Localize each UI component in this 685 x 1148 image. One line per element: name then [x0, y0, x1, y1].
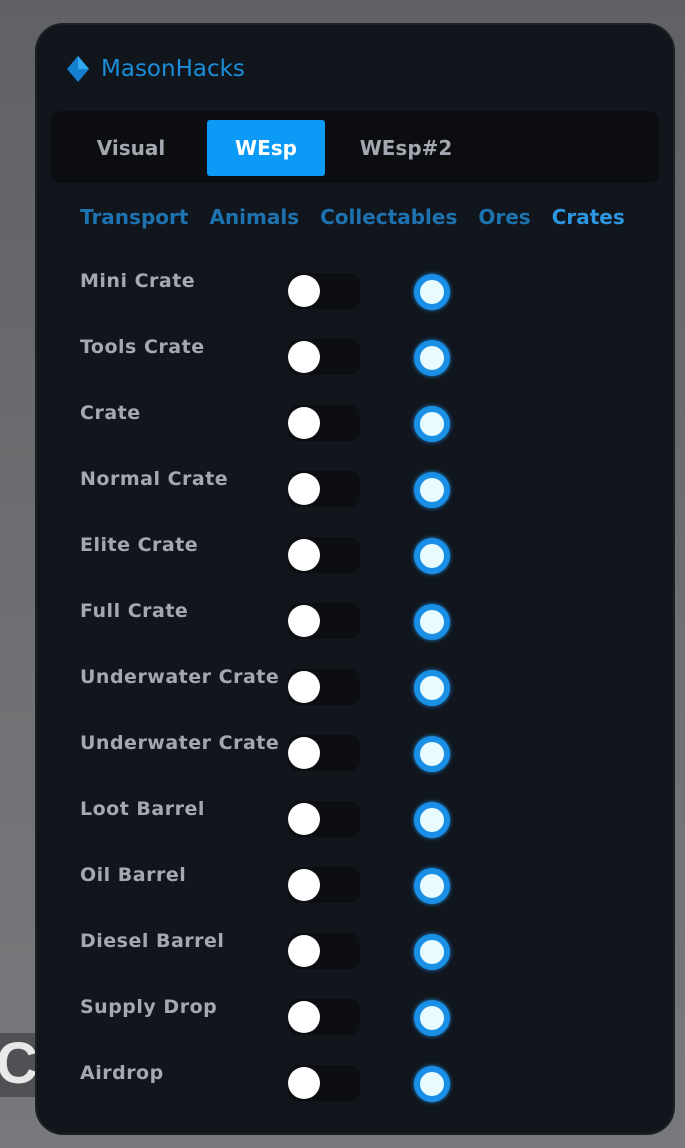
color-radio[interactable]: [414, 340, 450, 376]
tab-wesp[interactable]: WEsp: [207, 120, 325, 176]
subtab-crates[interactable]: Crates: [551, 205, 625, 229]
list-item: Mini Crate: [37, 270, 673, 322]
color-radio[interactable]: [414, 736, 450, 772]
color-radio[interactable]: [414, 538, 450, 574]
item-label: Tools Crate: [80, 336, 205, 358]
toggle-knob[interactable]: [288, 935, 320, 967]
item-label: Diesel Barrel: [80, 930, 225, 952]
item-label: Airdrop: [80, 1062, 164, 1084]
subtab-ores[interactable]: Ores: [478, 205, 531, 229]
list-item: Full Crate: [37, 600, 673, 652]
list-item: Normal Crate: [37, 468, 673, 520]
logo: MasonHacks: [65, 55, 245, 83]
list-item: Diesel Barrel: [37, 930, 673, 982]
list-item: Loot Barrel: [37, 798, 673, 850]
toggle-knob[interactable]: [288, 407, 320, 439]
item-label: Supply Drop: [80, 996, 218, 1018]
subtab-bar: Transport Animals Collectables Ores Crat…: [80, 205, 625, 229]
color-radio[interactable]: [414, 472, 450, 508]
toggle-knob[interactable]: [288, 671, 320, 703]
toggle-knob[interactable]: [288, 1067, 320, 1099]
color-radio[interactable]: [414, 934, 450, 970]
color-radio[interactable]: [414, 604, 450, 640]
toggle-knob[interactable]: [288, 539, 320, 571]
item-label: Crate: [80, 402, 141, 424]
list-item: Elite Crate: [37, 534, 673, 586]
toggle-knob[interactable]: [288, 803, 320, 835]
item-label: Oil Barrel: [80, 864, 187, 886]
list-item: Underwater Crate: [37, 732, 673, 784]
tab-bar: Visual WEsp WEsp#2: [51, 111, 659, 183]
item-label: Underwater Crate: [80, 732, 280, 754]
item-label: Normal Crate: [80, 468, 229, 490]
app-title: MasonHacks: [101, 56, 245, 82]
list-item: Crate: [37, 402, 673, 454]
color-radio[interactable]: [414, 1066, 450, 1102]
subtab-transport[interactable]: Transport: [80, 205, 189, 229]
toggle-knob[interactable]: [288, 341, 320, 373]
color-radio[interactable]: [414, 670, 450, 706]
item-label: Elite Crate: [80, 534, 199, 556]
item-label: Mini Crate: [80, 270, 196, 292]
item-label: Loot Barrel: [80, 798, 205, 820]
color-radio[interactable]: [414, 802, 450, 838]
subtab-animals[interactable]: Animals: [209, 205, 300, 229]
cheat-menu-panel: MasonHacks Visual WEsp WEsp#2 Transport …: [37, 25, 673, 1133]
list-item: Airdrop: [37, 1062, 673, 1114]
list-item: Tools Crate: [37, 336, 673, 388]
color-radio[interactable]: [414, 1000, 450, 1036]
toggle-knob[interactable]: [288, 605, 320, 637]
color-radio[interactable]: [414, 406, 450, 442]
diamond-logo-icon: [67, 56, 89, 82]
item-label: Full Crate: [80, 600, 189, 622]
subtab-collectables[interactable]: Collectables: [320, 205, 458, 229]
toggle-knob[interactable]: [288, 869, 320, 901]
list-item: Oil Barrel: [37, 864, 673, 916]
toggle-knob[interactable]: [288, 275, 320, 307]
color-radio[interactable]: [414, 868, 450, 904]
toggle-knob[interactable]: [288, 473, 320, 505]
list-item: Underwater Crate: [37, 666, 673, 718]
item-label: Underwater Crate: [80, 666, 280, 688]
tab-wesp2[interactable]: WEsp#2: [359, 136, 453, 160]
tab-visual[interactable]: Visual: [96, 136, 166, 160]
color-radio[interactable]: [414, 274, 450, 310]
toggle-knob[interactable]: [288, 737, 320, 769]
toggle-knob[interactable]: [288, 1001, 320, 1033]
list-item: Supply Drop: [37, 996, 673, 1048]
